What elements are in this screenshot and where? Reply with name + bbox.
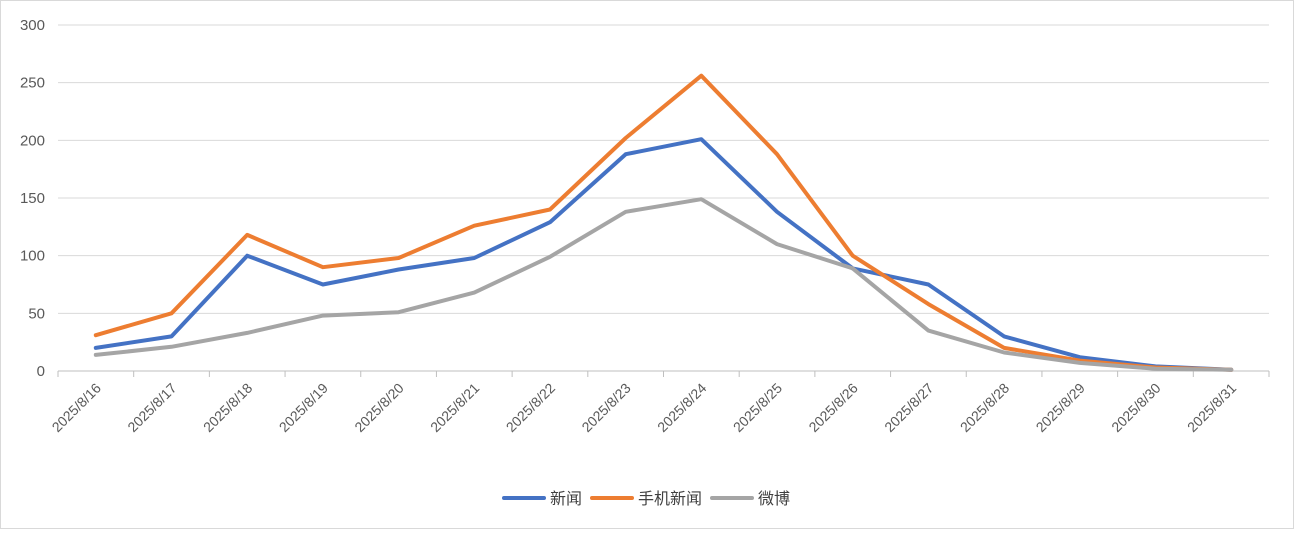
x-tick-label: 2025/8/29 [1033, 380, 1089, 436]
x-tick-label: 2025/8/30 [1108, 380, 1164, 436]
series-lines [93, 73, 1234, 372]
y-tick-label: 150 [20, 190, 45, 207]
x-tick-label: 2025/8/21 [427, 380, 483, 436]
x-tick-label: 2025/8/17 [124, 380, 180, 436]
y-tick-label: 100 [20, 248, 45, 265]
series-line-0 [93, 137, 1234, 372]
x-tick-label: 2025/8/31 [1184, 380, 1240, 436]
legend-label: 手机新闻 [638, 490, 702, 508]
x-tick-label: 2025/8/26 [805, 380, 861, 436]
x-tick-label: 2025/8/22 [503, 380, 559, 436]
y-axis-ticks: 0 50 100 150 200 250 300 [20, 17, 45, 380]
x-tick-label: 2025/8/18 [200, 380, 256, 436]
x-tick-label: 2025/8/16 [49, 380, 105, 436]
series-line-1 [93, 73, 1234, 372]
x-tick-label: 2025/8/28 [957, 380, 1013, 436]
x-tick-label: 2025/8/20 [351, 380, 407, 436]
x-tick-label: 2025/8/23 [578, 380, 634, 436]
x-tick-label: 2025/8/27 [881, 380, 937, 436]
x-tick-label: 2025/8/25 [730, 380, 786, 436]
x-tick-label: 2025/8/24 [654, 380, 710, 436]
y-tick-label: 0 [37, 363, 45, 380]
x-tick-label: 2025/8/19 [276, 380, 332, 436]
y-tick-label: 300 [20, 17, 45, 34]
gridlines [58, 24, 1269, 314]
legend-label: 微博 [758, 490, 790, 508]
x-axis: 2025/8/16 2025/8/17 2025/8/18 2025/8/19 2025… [49, 370, 1270, 436]
y-tick-label: 250 [20, 75, 45, 92]
legend: 新闻 手机新闻 微博 [502, 490, 790, 508]
legend-label: 新闻 [550, 490, 582, 508]
series-line-2 [93, 197, 1234, 372]
y-tick-label: 50 [28, 305, 45, 322]
y-tick-label: 200 [20, 132, 45, 149]
